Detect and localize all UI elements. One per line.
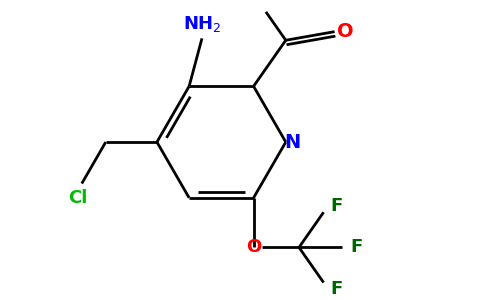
Text: N: N: [284, 133, 301, 152]
Text: O: O: [337, 22, 354, 41]
Text: F: F: [331, 196, 343, 214]
Text: Cl: Cl: [68, 189, 87, 207]
Text: NH$_2$: NH$_2$: [182, 14, 221, 34]
Text: F: F: [351, 238, 363, 256]
Text: F: F: [331, 280, 343, 298]
Text: O: O: [246, 238, 261, 256]
